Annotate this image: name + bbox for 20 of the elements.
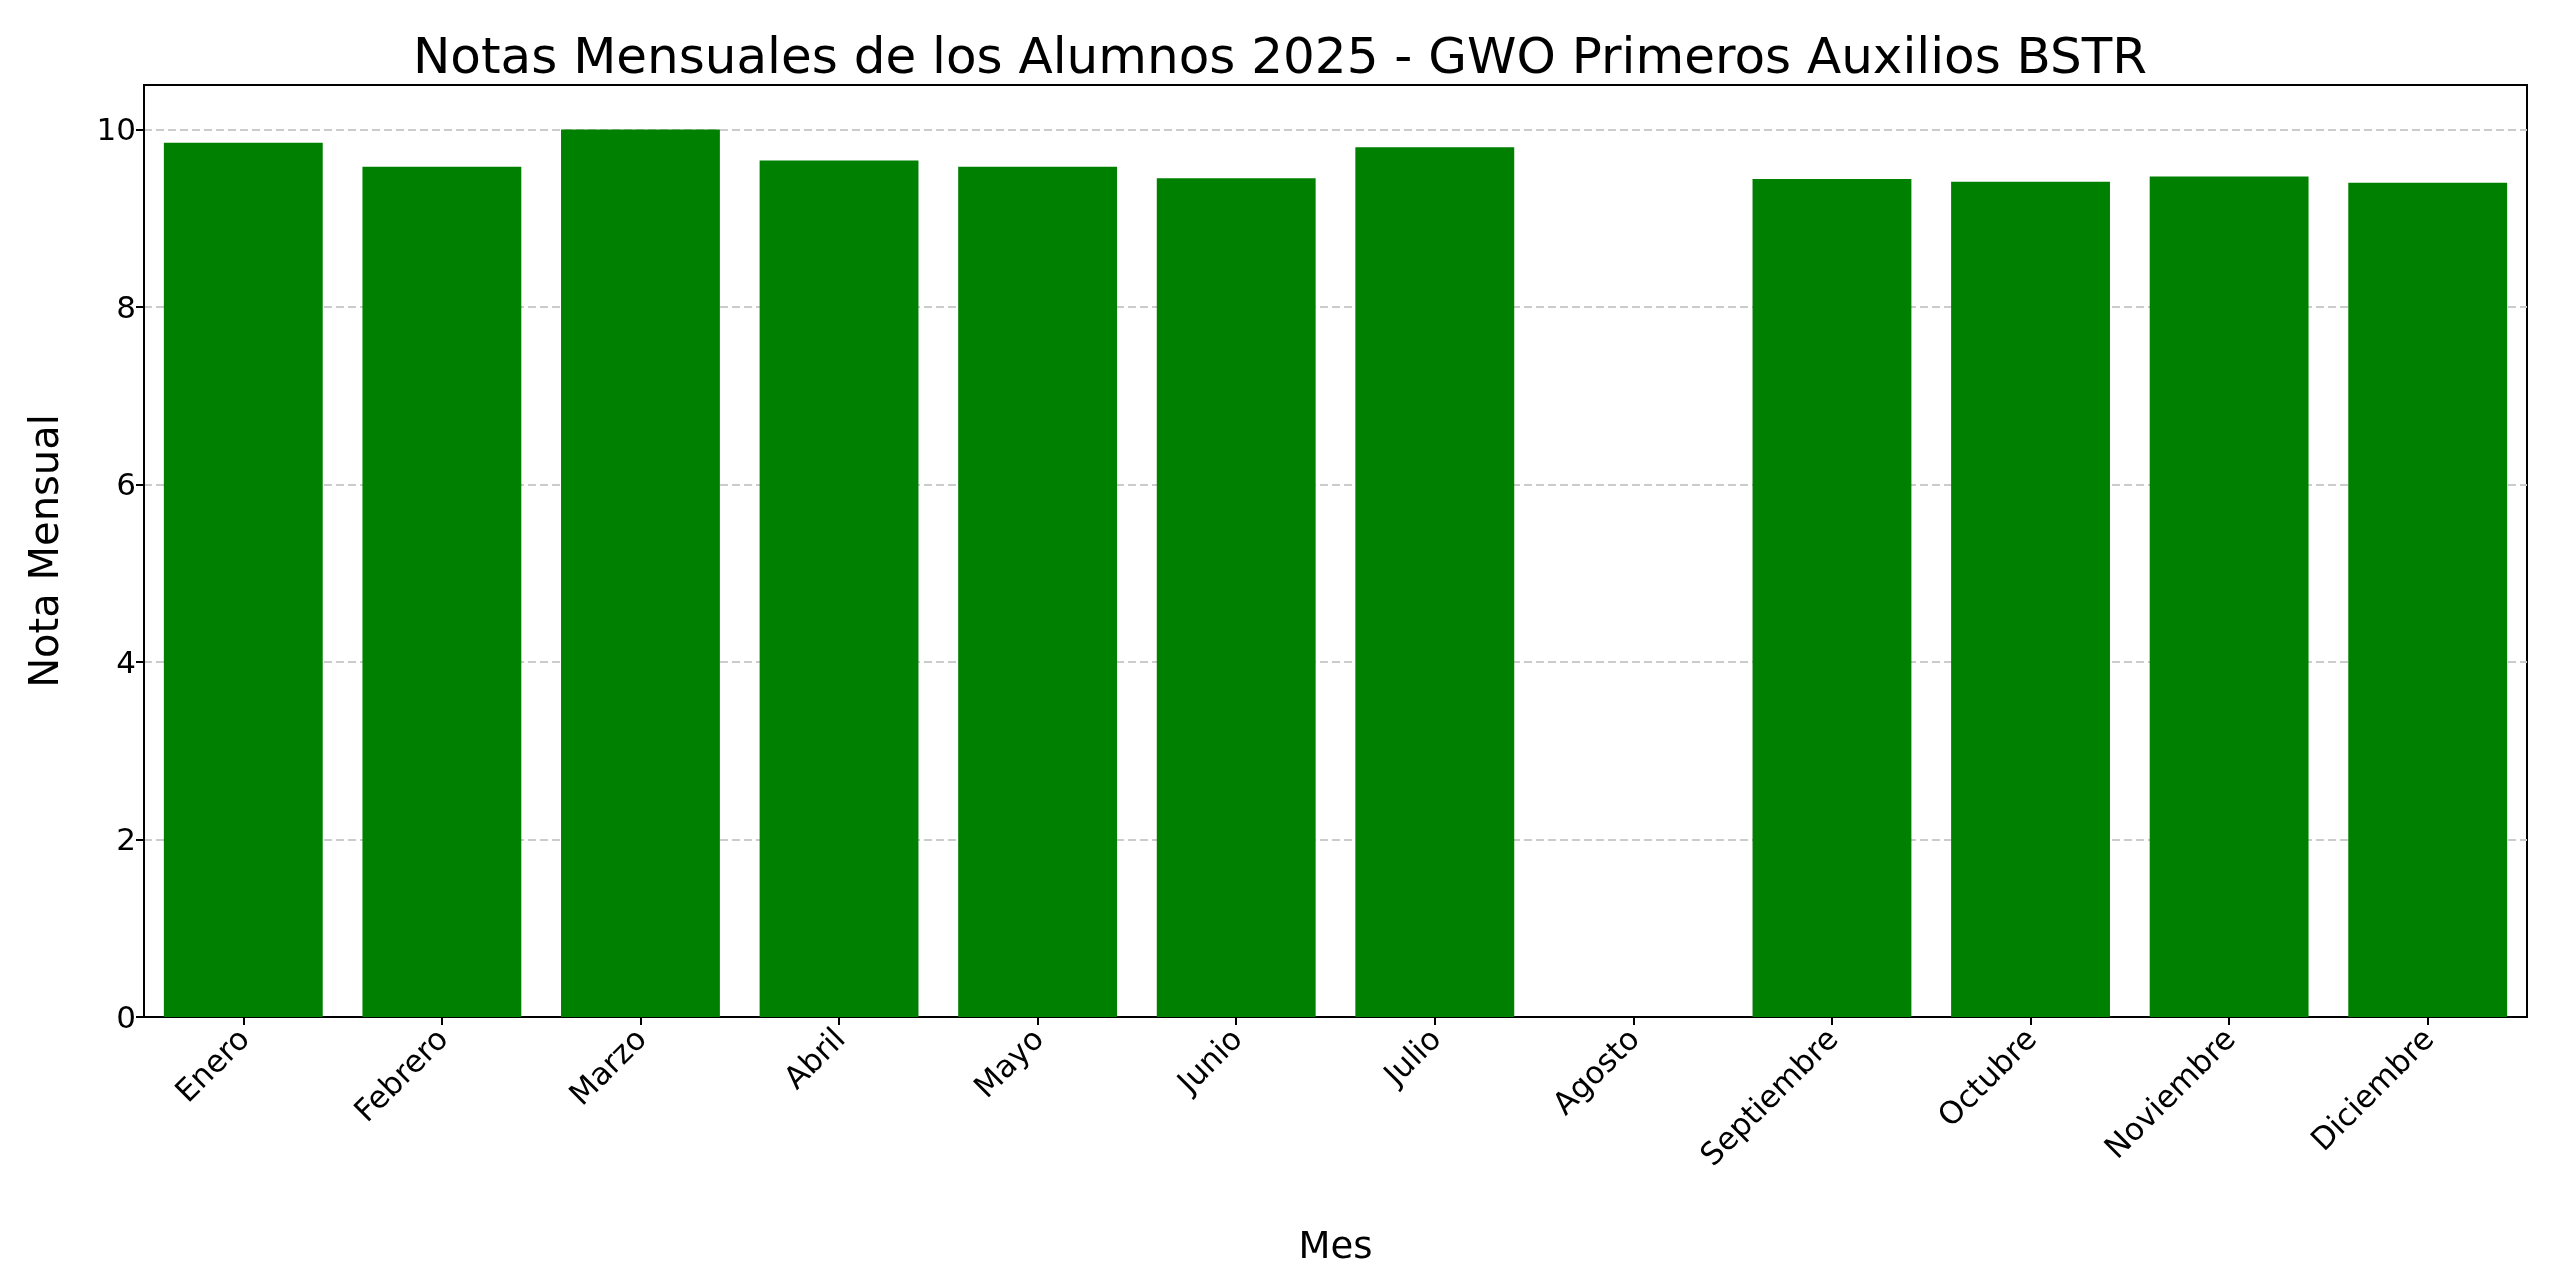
bar [362, 166, 522, 1017]
bar [1355, 147, 1515, 1017]
bar [958, 166, 1118, 1017]
bar [2348, 182, 2508, 1017]
bar [163, 142, 323, 1017]
y-tick-label: 4 [116, 643, 136, 680]
bar [1951, 181, 2110, 1017]
bar [759, 160, 919, 1017]
bar [561, 129, 720, 1017]
y-tick-label: 8 [116, 288, 136, 325]
bar [1156, 178, 1316, 1017]
y-tick-label: 2 [116, 821, 136, 858]
bar [1752, 179, 1912, 1017]
y-tick-label: 10 [96, 111, 136, 148]
y-axis-title: Nota Mensual [21, 414, 67, 688]
x-axis-title: Mes [1298, 1224, 1373, 1267]
y-tick-label: 6 [116, 466, 136, 503]
y-tick-label: 0 [116, 999, 136, 1035]
chart-title: Notas Mensuales de los Alumnos 2025 - GWO Primeros Auxilios BSTR [412, 27, 2148, 85]
bar [2149, 176, 2309, 1017]
